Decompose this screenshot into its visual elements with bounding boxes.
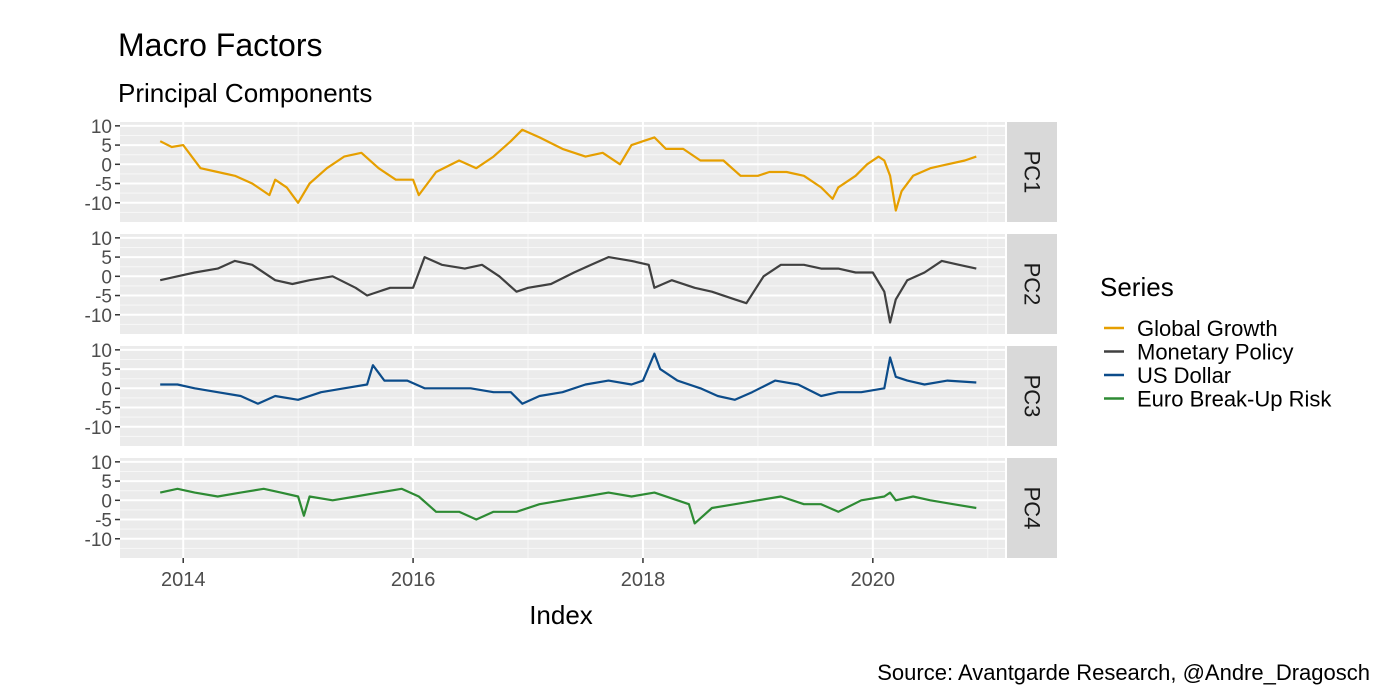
y-tick-label: -5 — [95, 175, 112, 196]
facet-strip — [1007, 458, 1057, 558]
y-tick-label: 10 — [91, 117, 112, 138]
y-tick-label: -10 — [85, 418, 112, 439]
x-tick-label: 2014 — [161, 569, 206, 591]
y-tick-label: -10 — [85, 194, 112, 215]
x-tick-label: 2018 — [621, 569, 666, 591]
x-tick-label: 2016 — [391, 569, 436, 591]
x-axis: 2014 2016 2018 2020 — [161, 558, 895, 591]
legend-item: Monetary Policy — [1104, 340, 1294, 365]
legend-label: US Dollar — [1137, 363, 1231, 388]
y-tick-label: 5 — [101, 472, 112, 493]
panel-background — [120, 122, 1005, 222]
y-tick-label: 0 — [101, 267, 112, 288]
y-tick-label: -10 — [85, 306, 112, 327]
legend-item: US Dollar — [1104, 363, 1231, 388]
facet-label-pc4: PC4 — [1020, 487, 1045, 530]
facet-label-pc3: PC3 — [1020, 375, 1045, 418]
x-tick-label: 2020 — [851, 569, 896, 591]
y-tick-label: 5 — [101, 360, 112, 381]
legend-item: Euro Break-Up Risk — [1104, 387, 1332, 412]
y-tick-label: 0 — [101, 491, 112, 512]
series-line-euro-break-up-risk — [159, 487, 977, 525]
facet-strip — [1007, 346, 1057, 446]
y-tick-label: 10 — [91, 229, 112, 250]
y-tick-label: -5 — [95, 399, 112, 420]
chart-subtitle: Principal Components — [118, 78, 372, 108]
facet-label-pc2: PC2 — [1020, 263, 1045, 306]
series-line-global-growth — [159, 128, 977, 212]
series-line-monetary-policy — [159, 256, 977, 324]
y-tick-label: 10 — [91, 341, 112, 362]
legend-item: Global Growth — [1104, 316, 1278, 341]
facet-strip — [1007, 122, 1057, 222]
facet-label-pc1: PC1 — [1020, 151, 1045, 194]
legend-label: Monetary Policy — [1137, 340, 1294, 365]
y-tick-label: 5 — [101, 136, 112, 157]
panel-background — [120, 234, 1005, 334]
y-tick-label: -10 — [85, 530, 112, 551]
legend-label: Global Growth — [1137, 316, 1278, 341]
y-tick-label: 0 — [101, 379, 112, 400]
facet-strip — [1007, 234, 1057, 334]
legend-label: Euro Break-Up Risk — [1137, 387, 1332, 412]
y-tick-label: -5 — [95, 511, 112, 532]
y-tick-label: 10 — [91, 453, 112, 474]
panel-background — [120, 346, 1005, 446]
facet-panels: 1050-5-10PC11050-5-10PC21050-5-10PC31050… — [85, 117, 1057, 558]
panel-background — [120, 458, 1005, 558]
y-tick-label: 0 — [101, 155, 112, 176]
y-tick-label: 5 — [101, 248, 112, 269]
caption: Source: Avantgarde Research, @Andre_Drag… — [877, 660, 1370, 685]
x-axis-label: Index — [529, 600, 593, 630]
series-line-us-dollar — [160, 352, 977, 405]
legend-title: Series — [1100, 272, 1174, 302]
chart-title: Macro Factors — [118, 27, 322, 63]
y-tick-label: -5 — [95, 287, 112, 308]
